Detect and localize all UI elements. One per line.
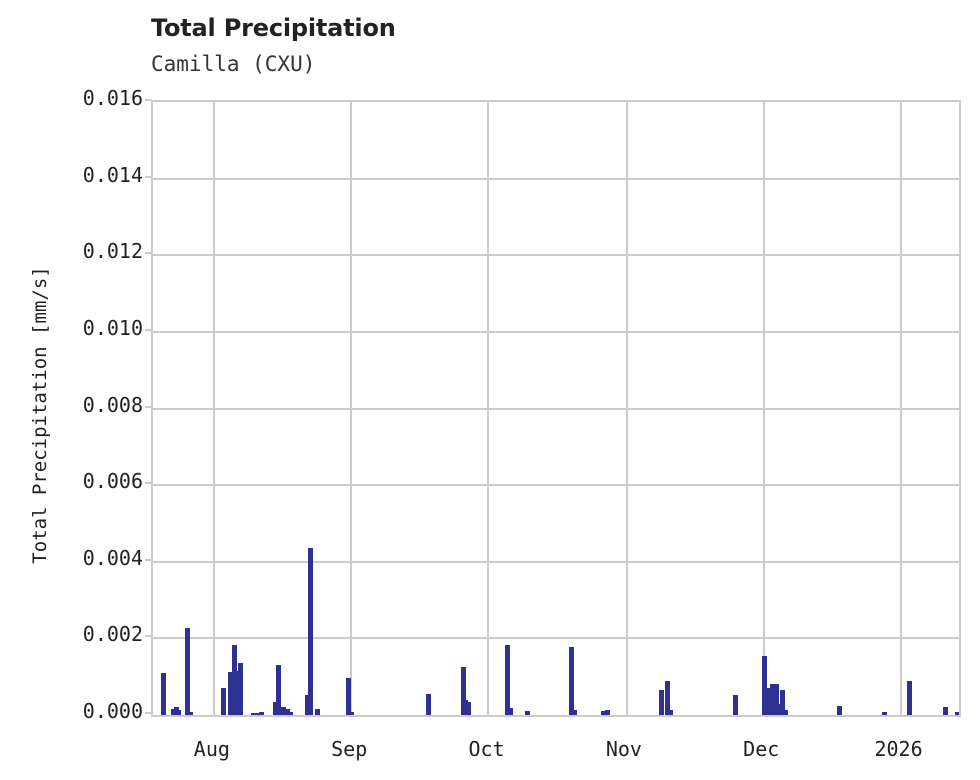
gridline-horizontal [153, 177, 959, 180]
x-tick-label: Dec [743, 737, 780, 761]
bar [221, 688, 226, 715]
bar [525, 711, 530, 715]
bar [505, 644, 510, 715]
bar [228, 672, 233, 715]
y-tick-label: 0.000 [82, 699, 143, 723]
y-tick-mark [145, 712, 152, 714]
y-tick-mark [145, 482, 152, 485]
x-tick-label: Sep [331, 737, 368, 761]
bar [305, 695, 310, 715]
y-tick-label: 0.008 [82, 392, 143, 417]
bar [176, 710, 181, 715]
bar [882, 711, 887, 715]
bar [161, 672, 166, 715]
bar [659, 690, 664, 715]
y-tick-label: 0.014 [82, 162, 143, 187]
bar [346, 677, 351, 715]
bar [185, 627, 190, 715]
bar [780, 690, 785, 715]
bar [255, 712, 260, 715]
gridline-vertical [212, 102, 215, 715]
y-tick-mark [145, 328, 152, 331]
bar [774, 683, 779, 715]
gridline-horizontal [153, 484, 959, 487]
bar [770, 684, 775, 715]
bar [349, 711, 354, 715]
bar [238, 663, 243, 715]
gridline-horizontal [153, 330, 959, 333]
bar [426, 693, 431, 715]
bar [605, 709, 610, 715]
chart-subtitle: Camilla (CXU) [151, 52, 316, 76]
y-tick-mark [145, 635, 152, 638]
bar [665, 681, 670, 715]
bar [235, 670, 240, 715]
bar [232, 644, 237, 715]
bar [508, 708, 513, 715]
bar [733, 695, 738, 715]
y-tick-mark [145, 558, 152, 561]
bar [572, 710, 577, 715]
bar [762, 655, 767, 715]
gridline-vertical [350, 102, 353, 715]
bar [466, 701, 471, 715]
bar [783, 710, 788, 715]
bar [463, 699, 468, 715]
y-tick-label: 0.004 [82, 545, 143, 570]
bar [188, 711, 193, 715]
bar [285, 708, 290, 715]
bar [955, 712, 959, 715]
bar [569, 646, 574, 715]
gridline-vertical [625, 102, 628, 715]
bar [766, 688, 771, 715]
bar [281, 706, 286, 715]
bar [907, 680, 912, 715]
y-tick-label: 0.006 [82, 469, 143, 494]
bar [461, 667, 466, 715]
y-tick-mark [145, 99, 152, 101]
y-tick-mark [145, 405, 152, 408]
gridline-horizontal [153, 407, 959, 410]
bar [276, 664, 281, 715]
gridline-vertical [900, 102, 903, 715]
gridline-horizontal [153, 254, 959, 257]
y-tick-mark [145, 252, 152, 255]
x-tick-label: Oct [468, 737, 505, 761]
gridline-vertical [487, 102, 490, 715]
bar [308, 548, 313, 715]
y-tick-label: 0.010 [82, 315, 143, 340]
bar [777, 703, 782, 715]
bar [171, 708, 176, 715]
plot-area [151, 100, 961, 717]
gridline-horizontal [153, 560, 959, 563]
bar [601, 711, 606, 715]
gridline-vertical [762, 102, 765, 715]
y-tick-mark [145, 175, 152, 178]
y-tick-label: 0.002 [82, 622, 143, 647]
bar [259, 712, 264, 715]
gridline-horizontal [153, 637, 959, 640]
bar [315, 708, 320, 715]
bar [668, 710, 673, 715]
bar [943, 706, 948, 715]
y-tick-label: 0.016 [82, 86, 143, 110]
x-tick-label: Nov [605, 737, 642, 761]
bar [273, 701, 278, 715]
chart-title: Total Precipitation [151, 14, 396, 42]
y-tick-label: 0.012 [82, 239, 143, 264]
bar [288, 711, 293, 715]
bar [251, 712, 256, 715]
y-axis-tick-labels: 0.016 0.014 0.012 0.010 0.008 0.006 0.004 0.002… [0, 0, 152, 780]
x-tick-label: 2026 [874, 737, 923, 761]
x-tick-label: Aug [193, 737, 230, 761]
bar [837, 705, 842, 715]
